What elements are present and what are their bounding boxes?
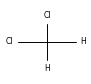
Text: H: H [80,37,86,47]
Text: Cl: Cl [5,37,13,47]
Text: H: H [44,64,50,73]
Text: Cl: Cl [44,11,51,20]
